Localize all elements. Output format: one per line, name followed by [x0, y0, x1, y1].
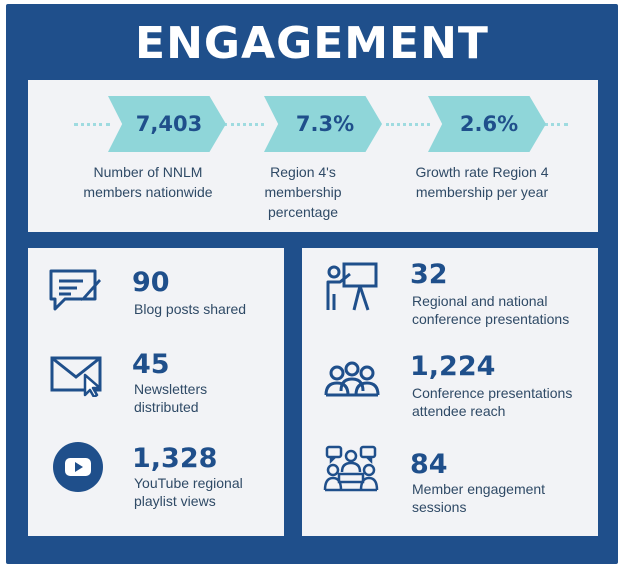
page-title: ENGAGEMENT: [135, 18, 489, 69]
newsletter-envelope-icon: [48, 348, 108, 402]
metric-blog-posts: 90 Blog posts shared: [28, 262, 284, 342]
stat-value: 7,403: [135, 112, 203, 136]
dotted-connector: [544, 123, 568, 126]
youtube-play-icon: [48, 440, 108, 494]
stat-chevron-region-percentage: 7.3%: [264, 96, 382, 152]
metric-label: Blog posts shared: [134, 301, 247, 317]
metric-label: Member engagement sessions: [412, 481, 546, 515]
metric-value: 32: [410, 259, 448, 290]
metric-label: YouTube regional playlist views: [134, 475, 243, 509]
stat-value: 7.3%: [295, 112, 355, 136]
stat-chevron-growth-rate: 2.6%: [428, 96, 546, 152]
stat-label-region-percentage: Region 4's membership percentage: [264, 164, 342, 220]
metric-label: Regional and national conference present…: [412, 293, 570, 327]
metric-value: 1,224: [410, 351, 496, 382]
engagement-infographic: ENGAGEMENT 7,403 7.3% 2.6% Number of NNL…: [6, 4, 618, 564]
dotted-connector: [386, 123, 430, 126]
dotted-connector: [74, 123, 110, 126]
stat-label-members: Number of NNLM members nationwide: [83, 164, 213, 200]
blog-post-icon: [46, 264, 106, 318]
discussion-group-icon: [322, 444, 382, 498]
stat-label-growth-rate: Growth rate Region 4 membership per year: [415, 164, 549, 200]
metric-value: 45: [132, 349, 170, 380]
presenter-easel-icon: [322, 260, 382, 314]
metric-value: 84: [410, 449, 448, 480]
metric-engagement-sessions: 84 Member engagement sessions: [302, 444, 598, 524]
right-metrics-panel: 32 Regional and national conference pres…: [302, 248, 598, 536]
stat-chevron-members: 7,403: [108, 96, 226, 152]
audience-group-icon: [322, 352, 382, 406]
metric-youtube-views: 1,328 YouTube regional playlist views: [28, 438, 284, 518]
metric-label: Newsletters distributed: [134, 381, 208, 415]
metric-label: Conference presentations attendee reach: [412, 385, 573, 419]
left-metrics-panel: 90 Blog posts shared 45 Newsletters dist…: [28, 248, 284, 536]
stat-value: 2.6%: [459, 112, 519, 136]
dotted-connector: [224, 123, 264, 126]
stats-panel: 7,403 7.3% 2.6% Number of NNLM members n…: [28, 80, 598, 232]
metric-value: 1,328: [132, 443, 218, 474]
metric-presentations: 32 Regional and national conference pres…: [302, 258, 598, 338]
metric-newsletters: 45 Newsletters distributed: [28, 346, 284, 426]
metric-attendee-reach: 1,224 Conference presentations attendee …: [302, 350, 598, 430]
metric-value: 90: [132, 267, 170, 298]
